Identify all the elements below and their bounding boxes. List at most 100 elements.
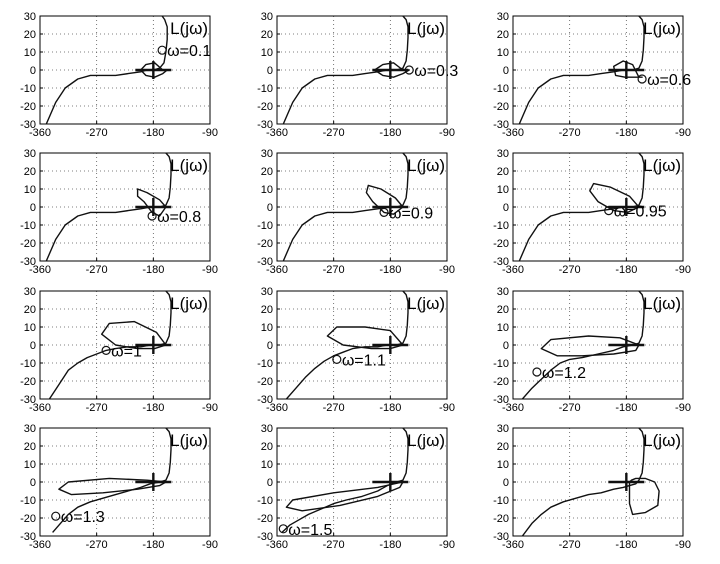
y-tick-label: 0 <box>267 477 273 489</box>
x-tick-label: -90 <box>675 127 691 139</box>
y-tick-label: 20 <box>261 166 273 178</box>
x-tick-label: -360 <box>266 127 288 139</box>
y-tick-label: 20 <box>497 441 509 453</box>
y-tick-label: -30 <box>257 394 273 406</box>
x-tick-label: -180 <box>142 264 164 276</box>
x-tick-label: -360 <box>502 127 524 139</box>
x-tick-label: -270 <box>86 539 108 551</box>
y-tick-label: 10 <box>24 184 36 196</box>
omega-marker <box>532 367 542 377</box>
y-tick-label: 20 <box>24 304 36 316</box>
x-tick-label: -270 <box>559 264 581 276</box>
y-tick-label: 30 <box>497 423 509 435</box>
x-tick-label: -90 <box>202 264 218 276</box>
y-tick-label: -20 <box>20 513 36 525</box>
y-tick-label: 10 <box>261 459 273 471</box>
subplot-9: -360 -270 -180 -90 -30 -20 -10 0 10 20 30 L(jω) ω=1.… <box>493 286 691 414</box>
loop-curve <box>136 188 167 217</box>
y-tick-label: 20 <box>261 304 273 316</box>
x-tick-label: -90 <box>202 539 218 551</box>
x-tick-label: -180 <box>379 539 401 551</box>
subplot-7: -360 -270 -180 -90 -30 -20 -10 0 10 20 30 L(jω) ω=1 <box>20 286 218 414</box>
y-tick-label: -10 <box>20 83 36 95</box>
y-tick-label: 20 <box>261 441 273 453</box>
panel-label: L(jω) <box>643 294 681 313</box>
omega-label: ω=0.8 <box>157 209 201 226</box>
y-tick-label: 20 <box>497 166 509 178</box>
subplot-6: -360 -270 -180 -90 -30 -20 -10 0 10 20 30 L(jω) ω=0.… <box>493 148 691 276</box>
omega-label: ω=0.95 <box>614 204 667 221</box>
y-tick-label: 10 <box>261 184 273 196</box>
x-tick-label: -270 <box>323 402 345 414</box>
omega-marker <box>101 345 111 355</box>
y-tick-label: 30 <box>497 148 509 160</box>
omega-marker <box>637 74 647 84</box>
y-tick-label: 30 <box>497 11 509 23</box>
x-tick-label: -360 <box>266 402 288 414</box>
x-tick-label: -360 <box>29 402 51 414</box>
y-tick-label: 10 <box>497 322 509 334</box>
y-tick-label: 30 <box>261 11 273 23</box>
y-tick-label: -10 <box>257 358 273 370</box>
y-tick-label: 10 <box>24 459 36 471</box>
x-tick-label: -180 <box>142 127 164 139</box>
y-tick-label: 30 <box>24 423 36 435</box>
y-tick-label: -10 <box>257 495 273 507</box>
subplot-12: -360 -270 -180 -90 -30 -20 -10 0 10 20 30 L(jω) <box>493 423 691 551</box>
panel-label: L(jω) <box>643 431 681 450</box>
x-tick-label: -180 <box>142 402 164 414</box>
y-tick-label: 0 <box>30 477 36 489</box>
y-tick-label: 0 <box>267 65 273 77</box>
x-tick-label: -90 <box>675 402 691 414</box>
y-tick-label: -10 <box>493 83 509 95</box>
y-tick-label: -30 <box>493 119 509 131</box>
y-tick-label: 10 <box>497 47 509 59</box>
y-tick-label: -30 <box>257 119 273 131</box>
x-tick-label: -90 <box>675 264 691 276</box>
subplot-1: -360 -270 -180 -90 -30 -20 -10 0 10 20 30 L(jω) ω=0.… <box>20 11 218 139</box>
omega-marker <box>157 45 167 55</box>
y-tick-label: 10 <box>497 184 509 196</box>
omega-label: ω=1.5 <box>288 522 332 539</box>
omega-label: ω=0.6 <box>647 72 691 89</box>
omega-label: ω=0.1 <box>167 43 211 60</box>
loop-curve <box>540 335 640 357</box>
x-tick-label: -360 <box>502 264 524 276</box>
open-loop-curve <box>281 428 409 533</box>
loop-curve <box>285 481 404 512</box>
subplot-3: -360 -270 -180 -90 -30 -20 -10 0 10 20 30 L(jω) ω=0.… <box>493 11 691 139</box>
x-tick-label: -180 <box>379 402 401 414</box>
y-tick-label: -10 <box>20 495 36 507</box>
omega-label: ω=1.1 <box>342 352 386 369</box>
loop-curve <box>58 477 167 496</box>
y-tick-label: -20 <box>257 376 273 388</box>
y-tick-label: 0 <box>503 65 509 77</box>
panel-label: L(jω) <box>407 19 445 38</box>
x-tick-label: -90 <box>439 127 455 139</box>
y-tick-label: 30 <box>497 286 509 298</box>
y-tick-label: -10 <box>20 220 36 232</box>
y-tick-label: 10 <box>261 47 273 59</box>
omega-marker <box>379 207 389 217</box>
x-tick-label: -180 <box>615 402 637 414</box>
y-tick-label: 30 <box>24 148 36 160</box>
y-tick-label: -30 <box>493 531 509 543</box>
y-tick-label: -10 <box>493 495 509 507</box>
panel-label: L(jω) <box>170 19 208 38</box>
panel-label: L(jω) <box>643 19 681 38</box>
y-tick-label: -20 <box>493 513 509 525</box>
y-tick-label: -20 <box>20 101 36 113</box>
subplot-2: -360 -270 -180 -90 -30 -20 -10 0 10 20 30 L(jω) ω=0.… <box>257 11 458 139</box>
y-tick-label: -30 <box>20 531 36 543</box>
panel-label: L(jω) <box>170 156 208 175</box>
y-tick-label: 20 <box>24 441 36 453</box>
x-tick-label: -270 <box>559 402 581 414</box>
loop-curve <box>589 182 640 214</box>
omega-label: ω=1.2 <box>542 365 586 382</box>
panel-label: L(jω) <box>407 431 445 450</box>
y-tick-label: 10 <box>24 47 36 59</box>
y-tick-label: 20 <box>24 29 36 41</box>
x-tick-label: -180 <box>379 127 401 139</box>
y-tick-label: -10 <box>257 220 273 232</box>
y-tick-label: 10 <box>24 322 36 334</box>
